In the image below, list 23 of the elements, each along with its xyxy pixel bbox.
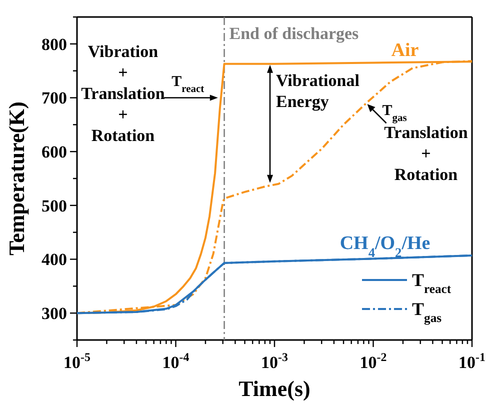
y-tick-label: 700 [42,88,67,108]
y-tick-label: 600 [42,142,67,162]
legend-label: T$_{react}$ [412,270,452,296]
annotation: Vibrational Energy [276,71,360,111]
x-axis-title: Time(s) [238,376,310,401]
y-tick-label: 800 [42,34,67,54]
x-tick-label: 10$^{-2}$ [360,350,387,372]
y-tick-label: 300 [42,304,67,324]
y-tick-label: 500 [42,196,67,216]
x-tick-label: 10$^{-5}$ [64,350,91,372]
annotation: Vibration + Translation + Rotation [81,42,166,145]
y-axis-title: Temperature(K) [4,102,29,256]
annotation: CH$_{4}$/O$_{2}$/He [340,233,430,260]
y-tick-label: 400 [42,250,67,270]
ref-line-label: End of discharges [229,24,360,43]
legend-label: T$_{gas}$ [412,299,442,325]
x-tick-label: 10$^{-4}$ [162,350,190,372]
x-tick-label: 10$^{-1}$ [458,350,486,372]
annotation: T$_{react}$ [172,74,205,94]
annotation: Air [391,40,420,61]
annotation: Translation + Rotation [384,123,468,184]
x-tick-label: 10$^{-3}$ [261,350,288,372]
annotation: T$_{gas}$ [382,103,407,124]
